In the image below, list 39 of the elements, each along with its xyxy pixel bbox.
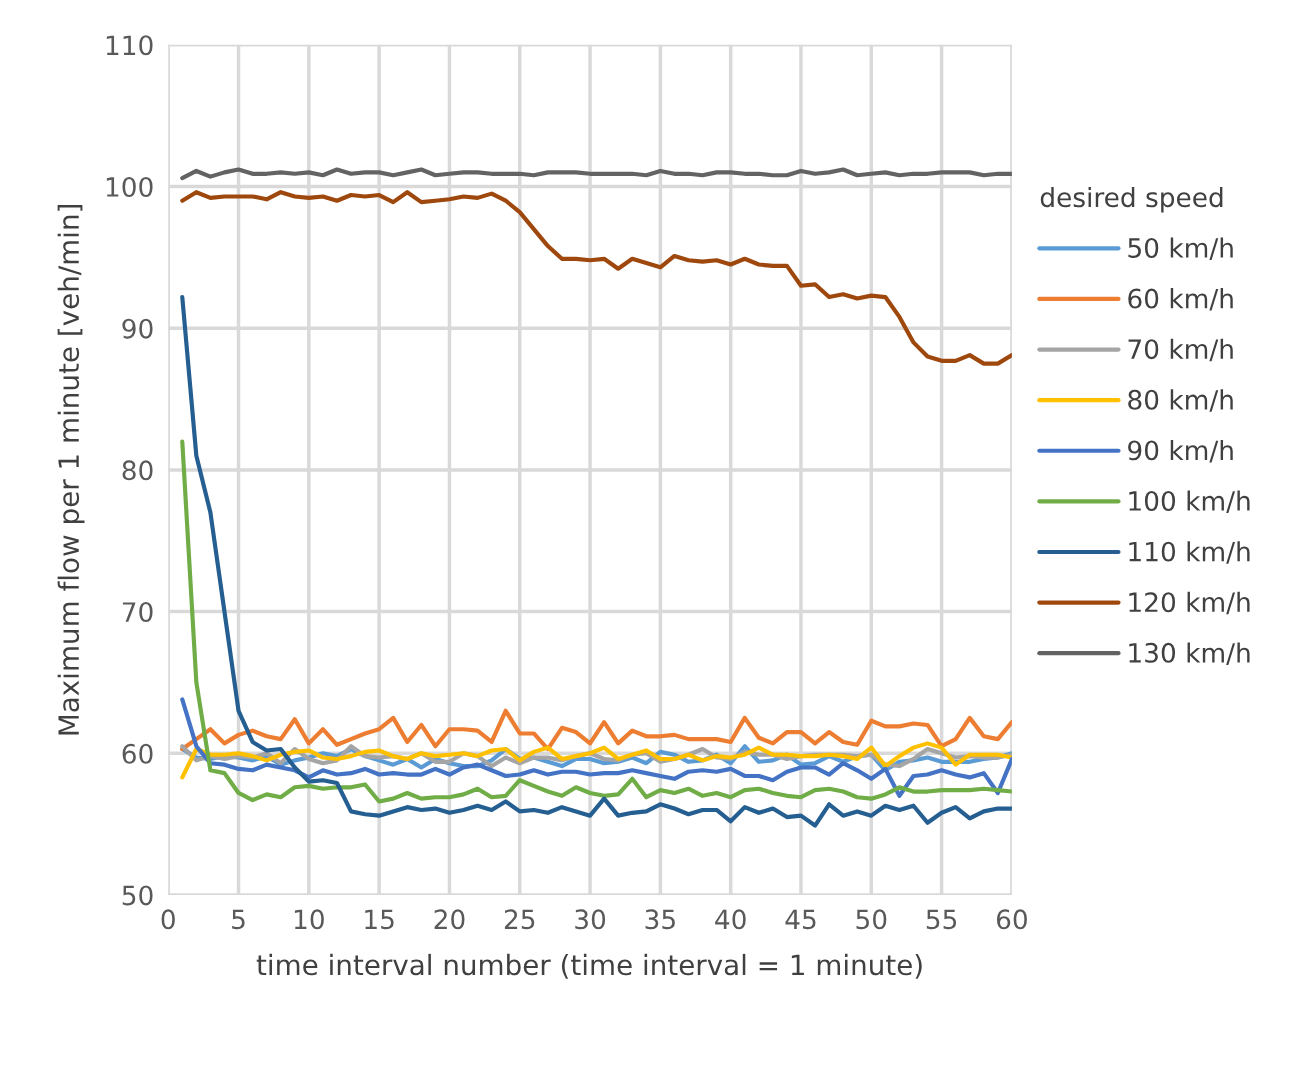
legend-label: 60 km/h [1128, 288, 1233, 311]
x-tick-label: 5 [232, 909, 245, 930]
y-tick-label: 80 [122, 460, 153, 481]
x-tick-label: 15 [365, 909, 394, 930]
line-series [180, 708, 1012, 752]
legend-label: 100 km/h [1129, 490, 1250, 514]
line-series [180, 167, 1012, 181]
y-tick-label: 70 [122, 602, 153, 623]
line-series [180, 190, 1012, 366]
x-tick-label: 50 [856, 909, 887, 930]
x-tick-label: 10 [294, 909, 324, 930]
line-series [180, 741, 1012, 780]
x-axis-title: time interval number (time interval = 1 minute) [256, 953, 922, 979]
y-tick-label: 110 [106, 35, 153, 56]
legend-label: 90 km/h [1128, 439, 1233, 463]
x-tick-label: 55 [926, 909, 957, 930]
legend-label: 130 km/h [1129, 642, 1250, 665]
y-tick-label: 50 [122, 885, 153, 906]
y-tick-label: 90 [122, 318, 153, 339]
y-tick-label: 100 [106, 176, 153, 197]
line-series [180, 439, 1012, 804]
x-tick-label: 60 [996, 909, 1027, 930]
x-tick-label: 35 [645, 909, 675, 930]
line-series [180, 697, 1012, 798]
x-tick-label: 20 [434, 909, 465, 930]
x-tick-label: 45 [785, 909, 816, 930]
y-axis-title: Maximum flow per 1 minute [veh/min] [57, 205, 85, 735]
legend-label: 80 km/h [1128, 389, 1233, 412]
x-tick-label: 30 [575, 909, 606, 930]
line-series [180, 294, 1012, 828]
x-tick-label: 40 [715, 909, 746, 930]
legend-title: desired speed [1040, 186, 1223, 213]
x-tick-label: 0 [161, 909, 175, 930]
legend-label: 70 km/h [1128, 338, 1233, 362]
legend-label: 50 km/h [1128, 237, 1233, 261]
legend-label: 120 km/h [1129, 591, 1250, 615]
x-tick-label: 25 [504, 909, 535, 930]
y-tick-label: 60 [122, 743, 153, 764]
legend-label: 110 km/h [1129, 541, 1250, 564]
